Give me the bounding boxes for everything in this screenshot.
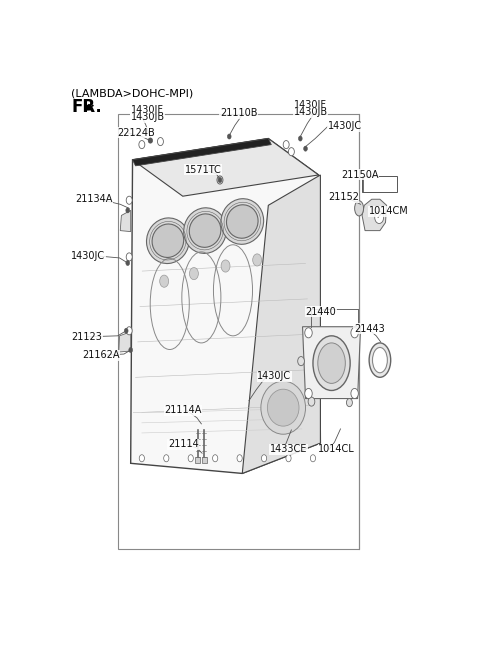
- Text: 21440: 21440: [305, 307, 336, 317]
- Bar: [362, 176, 397, 192]
- Circle shape: [160, 275, 168, 287]
- Ellipse shape: [227, 205, 258, 238]
- Polygon shape: [242, 175, 321, 474]
- Text: 1014CM: 1014CM: [369, 206, 408, 216]
- Circle shape: [139, 141, 145, 148]
- Text: 22124B: 22124B: [118, 128, 156, 138]
- Ellipse shape: [372, 348, 387, 373]
- Polygon shape: [302, 327, 360, 399]
- Circle shape: [237, 455, 242, 462]
- Circle shape: [213, 455, 218, 462]
- Circle shape: [218, 177, 222, 183]
- Ellipse shape: [318, 343, 345, 384]
- Circle shape: [188, 455, 193, 462]
- Text: (LAMBDA>DOHC-MPI): (LAMBDA>DOHC-MPI): [71, 89, 193, 99]
- Text: 21162A: 21162A: [83, 350, 120, 360]
- Circle shape: [298, 357, 304, 366]
- Text: 21150A: 21150A: [341, 170, 378, 180]
- Circle shape: [126, 260, 130, 265]
- Text: 21134A: 21134A: [75, 194, 112, 204]
- Circle shape: [351, 388, 359, 399]
- Polygon shape: [120, 210, 131, 232]
- Circle shape: [252, 254, 262, 266]
- Ellipse shape: [369, 343, 391, 377]
- Text: 1430JC: 1430JC: [71, 251, 105, 261]
- Circle shape: [351, 328, 359, 338]
- Text: 21110B: 21110B: [220, 108, 257, 118]
- Circle shape: [126, 327, 132, 335]
- Circle shape: [148, 138, 152, 143]
- Polygon shape: [119, 332, 131, 352]
- Text: 1433CE: 1433CE: [270, 444, 307, 454]
- Ellipse shape: [261, 381, 305, 434]
- Text: 1430JF: 1430JF: [294, 100, 326, 110]
- Circle shape: [305, 388, 312, 399]
- Polygon shape: [362, 199, 386, 231]
- Text: 1430JB: 1430JB: [131, 112, 165, 122]
- Text: 1014CL: 1014CL: [318, 444, 355, 454]
- Circle shape: [126, 253, 132, 261]
- Circle shape: [304, 146, 307, 151]
- Circle shape: [157, 137, 163, 146]
- Circle shape: [308, 397, 315, 406]
- Circle shape: [305, 328, 312, 338]
- Text: 21443: 21443: [354, 324, 384, 334]
- Ellipse shape: [221, 198, 264, 244]
- Circle shape: [217, 176, 223, 184]
- Text: 1430JC: 1430JC: [257, 371, 291, 381]
- Circle shape: [149, 138, 153, 143]
- Circle shape: [190, 267, 198, 280]
- Circle shape: [139, 455, 144, 462]
- Circle shape: [228, 134, 231, 139]
- Text: 21123: 21123: [71, 332, 102, 342]
- Circle shape: [164, 455, 169, 462]
- Circle shape: [262, 455, 267, 462]
- Bar: [118, 114, 360, 549]
- Circle shape: [126, 196, 132, 204]
- Text: 1430JB: 1430JB: [294, 107, 328, 117]
- Text: 21114A: 21114A: [164, 405, 202, 415]
- Bar: [202, 457, 206, 463]
- Text: 1430JF: 1430JF: [131, 105, 164, 115]
- Text: 21114: 21114: [168, 439, 199, 449]
- Ellipse shape: [313, 336, 350, 390]
- Circle shape: [283, 141, 289, 148]
- Circle shape: [288, 148, 294, 156]
- Text: 21152: 21152: [328, 193, 359, 202]
- Ellipse shape: [152, 224, 184, 258]
- Polygon shape: [131, 139, 321, 474]
- Bar: [195, 457, 200, 463]
- Circle shape: [124, 328, 128, 333]
- Ellipse shape: [267, 389, 299, 426]
- Circle shape: [126, 208, 130, 213]
- Text: FR.: FR.: [71, 98, 102, 116]
- Ellipse shape: [355, 201, 363, 216]
- Circle shape: [221, 260, 230, 272]
- Text: 1571TC: 1571TC: [185, 165, 221, 175]
- Polygon shape: [132, 139, 319, 196]
- Circle shape: [311, 455, 315, 462]
- Ellipse shape: [189, 214, 221, 247]
- Circle shape: [347, 399, 352, 407]
- Ellipse shape: [146, 218, 189, 263]
- Ellipse shape: [184, 208, 227, 254]
- Circle shape: [286, 455, 291, 462]
- Circle shape: [299, 136, 302, 141]
- Circle shape: [375, 212, 384, 223]
- Text: 1430JC: 1430JC: [328, 122, 362, 131]
- Polygon shape: [132, 139, 271, 166]
- Circle shape: [129, 348, 132, 353]
